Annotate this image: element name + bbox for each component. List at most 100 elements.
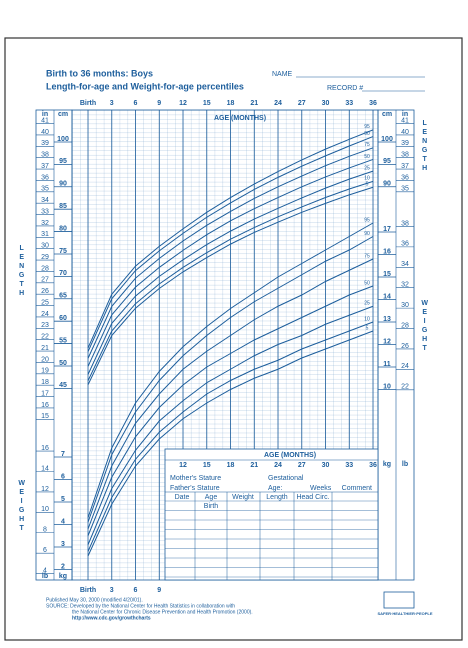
- x-tick-label: 21: [250, 462, 258, 469]
- gestational-label: Gestational: [268, 475, 304, 482]
- y-tick-label: 45: [59, 382, 67, 389]
- x-tick-label: Birth: [80, 100, 96, 107]
- x-tick-label: 15: [203, 100, 211, 107]
- y-tick-label: 50: [59, 360, 67, 367]
- x-tick-label: 3: [110, 587, 114, 594]
- y-axis-label: LENGTH: [18, 245, 25, 299]
- y-tick-label: 14: [383, 293, 391, 300]
- percentile-curve: [87, 136, 374, 352]
- x-tick-label: 27: [298, 462, 306, 469]
- y2-tick-label: 19: [41, 368, 49, 375]
- y2-tick-label: 37: [41, 163, 49, 170]
- column-header: Age: [205, 494, 218, 501]
- percentile-label: 10: [364, 176, 370, 182]
- y2-tick-label: 31: [41, 231, 49, 238]
- x-tick-label: 15: [203, 462, 211, 469]
- y-tick-label: 6: [61, 473, 65, 480]
- column-header: Head Circ.: [296, 494, 329, 501]
- y-tick-label: 3: [61, 541, 65, 548]
- y2-tick-label: 29: [41, 254, 49, 261]
- percentile-label: 5: [366, 325, 369, 331]
- y2-tick-label: 34: [41, 197, 49, 204]
- page-frame: [4, 37, 463, 641]
- x-tick-label: Birth: [80, 587, 96, 594]
- y-tick-label: 85: [59, 203, 67, 210]
- percentile-label: 10: [364, 316, 370, 322]
- x-axis-label: AGE (MONTHS): [264, 452, 316, 459]
- percentile-curve: [87, 305, 374, 545]
- y2-tick-label: 32: [401, 282, 409, 289]
- percentile-curve: [87, 321, 374, 552]
- unit-label: in: [402, 111, 408, 118]
- percentile-label: 95: [364, 124, 370, 130]
- y-axis-label: WEIGHT: [420, 300, 428, 354]
- x-tick-label: 6: [134, 100, 138, 107]
- y2-tick-label: 41: [401, 117, 409, 124]
- x-tick-label: 9: [157, 587, 161, 594]
- father-label: Father's Stature: [170, 485, 220, 492]
- x-tick-label: 33: [345, 462, 353, 469]
- y2-tick-label: 36: [41, 174, 49, 181]
- column-header: Length: [266, 494, 288, 501]
- y2-tick-label: 28: [41, 265, 49, 272]
- y-tick-label: 95: [59, 158, 67, 165]
- unit-label: cm: [382, 111, 392, 118]
- percentile-curve: [87, 147, 374, 359]
- percentile-label: 90: [364, 231, 370, 237]
- x-tick-label: 27: [298, 100, 306, 107]
- y2-tick-label: 26: [41, 288, 49, 295]
- y2-tick-label: 34: [401, 261, 409, 268]
- weeks-label: Weeks: [310, 485, 332, 492]
- x-tick-label: 9: [157, 100, 161, 107]
- y-tick-label: 65: [59, 293, 67, 300]
- y-tick-label: 80: [59, 225, 67, 232]
- y2-tick-label: 21: [41, 345, 49, 352]
- logo-text: SAFER·HEALTHIER·PEOPLE: [377, 611, 432, 616]
- y2-tick-label: 40: [41, 129, 49, 136]
- footer-source: SOURCE: Developed by the National Center…: [46, 603, 235, 609]
- x-tick-label: 12: [179, 462, 187, 469]
- x-tick-label: 6: [134, 587, 138, 594]
- y2-tick-label: 18: [41, 379, 49, 386]
- y2-tick-label: 22: [41, 334, 49, 341]
- record-label: RECORD #: [327, 85, 363, 92]
- y-axis-label: LENGTH: [421, 120, 428, 174]
- percentile-curve: [87, 180, 374, 381]
- name-label: NAME: [272, 71, 293, 78]
- y2-tick-label: 20: [41, 356, 49, 363]
- percentile-label: 25: [364, 301, 370, 307]
- y2-tick-label: 17: [41, 390, 49, 397]
- percentile-curve: [87, 330, 374, 557]
- percentile-label: 75: [364, 253, 370, 259]
- y-tick-label: 70: [59, 270, 67, 277]
- subtitle: Length-for-age and Weight-for-age percen…: [46, 81, 244, 91]
- y2-tick-label: 35: [41, 186, 49, 193]
- y-tick-label: 60: [59, 315, 67, 322]
- y-tick-label: 5: [61, 496, 65, 503]
- percentile-curve: [87, 258, 374, 530]
- percentile-curve: [87, 236, 374, 523]
- y-tick-label: 90: [59, 181, 67, 188]
- percentile-label: 75: [364, 142, 370, 148]
- y2-tick-label: 23: [41, 322, 49, 329]
- y2-tick-label: 33: [41, 208, 49, 215]
- y2-tick-label: 38: [401, 152, 409, 159]
- y2-tick-label: 14: [41, 465, 49, 472]
- unit-label: kg: [383, 461, 391, 468]
- x-tick-label: 30: [322, 462, 330, 469]
- percentile-label: 90: [364, 131, 370, 137]
- y2-tick-label: 36: [401, 174, 409, 181]
- y-tick-label: 2: [61, 563, 65, 570]
- birth-row: Birth: [204, 503, 219, 510]
- y2-tick-label: 35: [401, 186, 409, 193]
- percentile-curve: [87, 158, 374, 367]
- y2-tick-label: 39: [41, 140, 49, 147]
- y2-tick-label: 30: [41, 243, 49, 250]
- y2-tick-label: 12: [41, 486, 49, 493]
- y-tick-label: 13: [383, 316, 391, 323]
- x-axis-label: AGE (MONTHS): [214, 115, 266, 122]
- y-tick-label: 15: [383, 271, 391, 278]
- footer-url: http://www.cdc.gov/growthcharts: [72, 615, 151, 621]
